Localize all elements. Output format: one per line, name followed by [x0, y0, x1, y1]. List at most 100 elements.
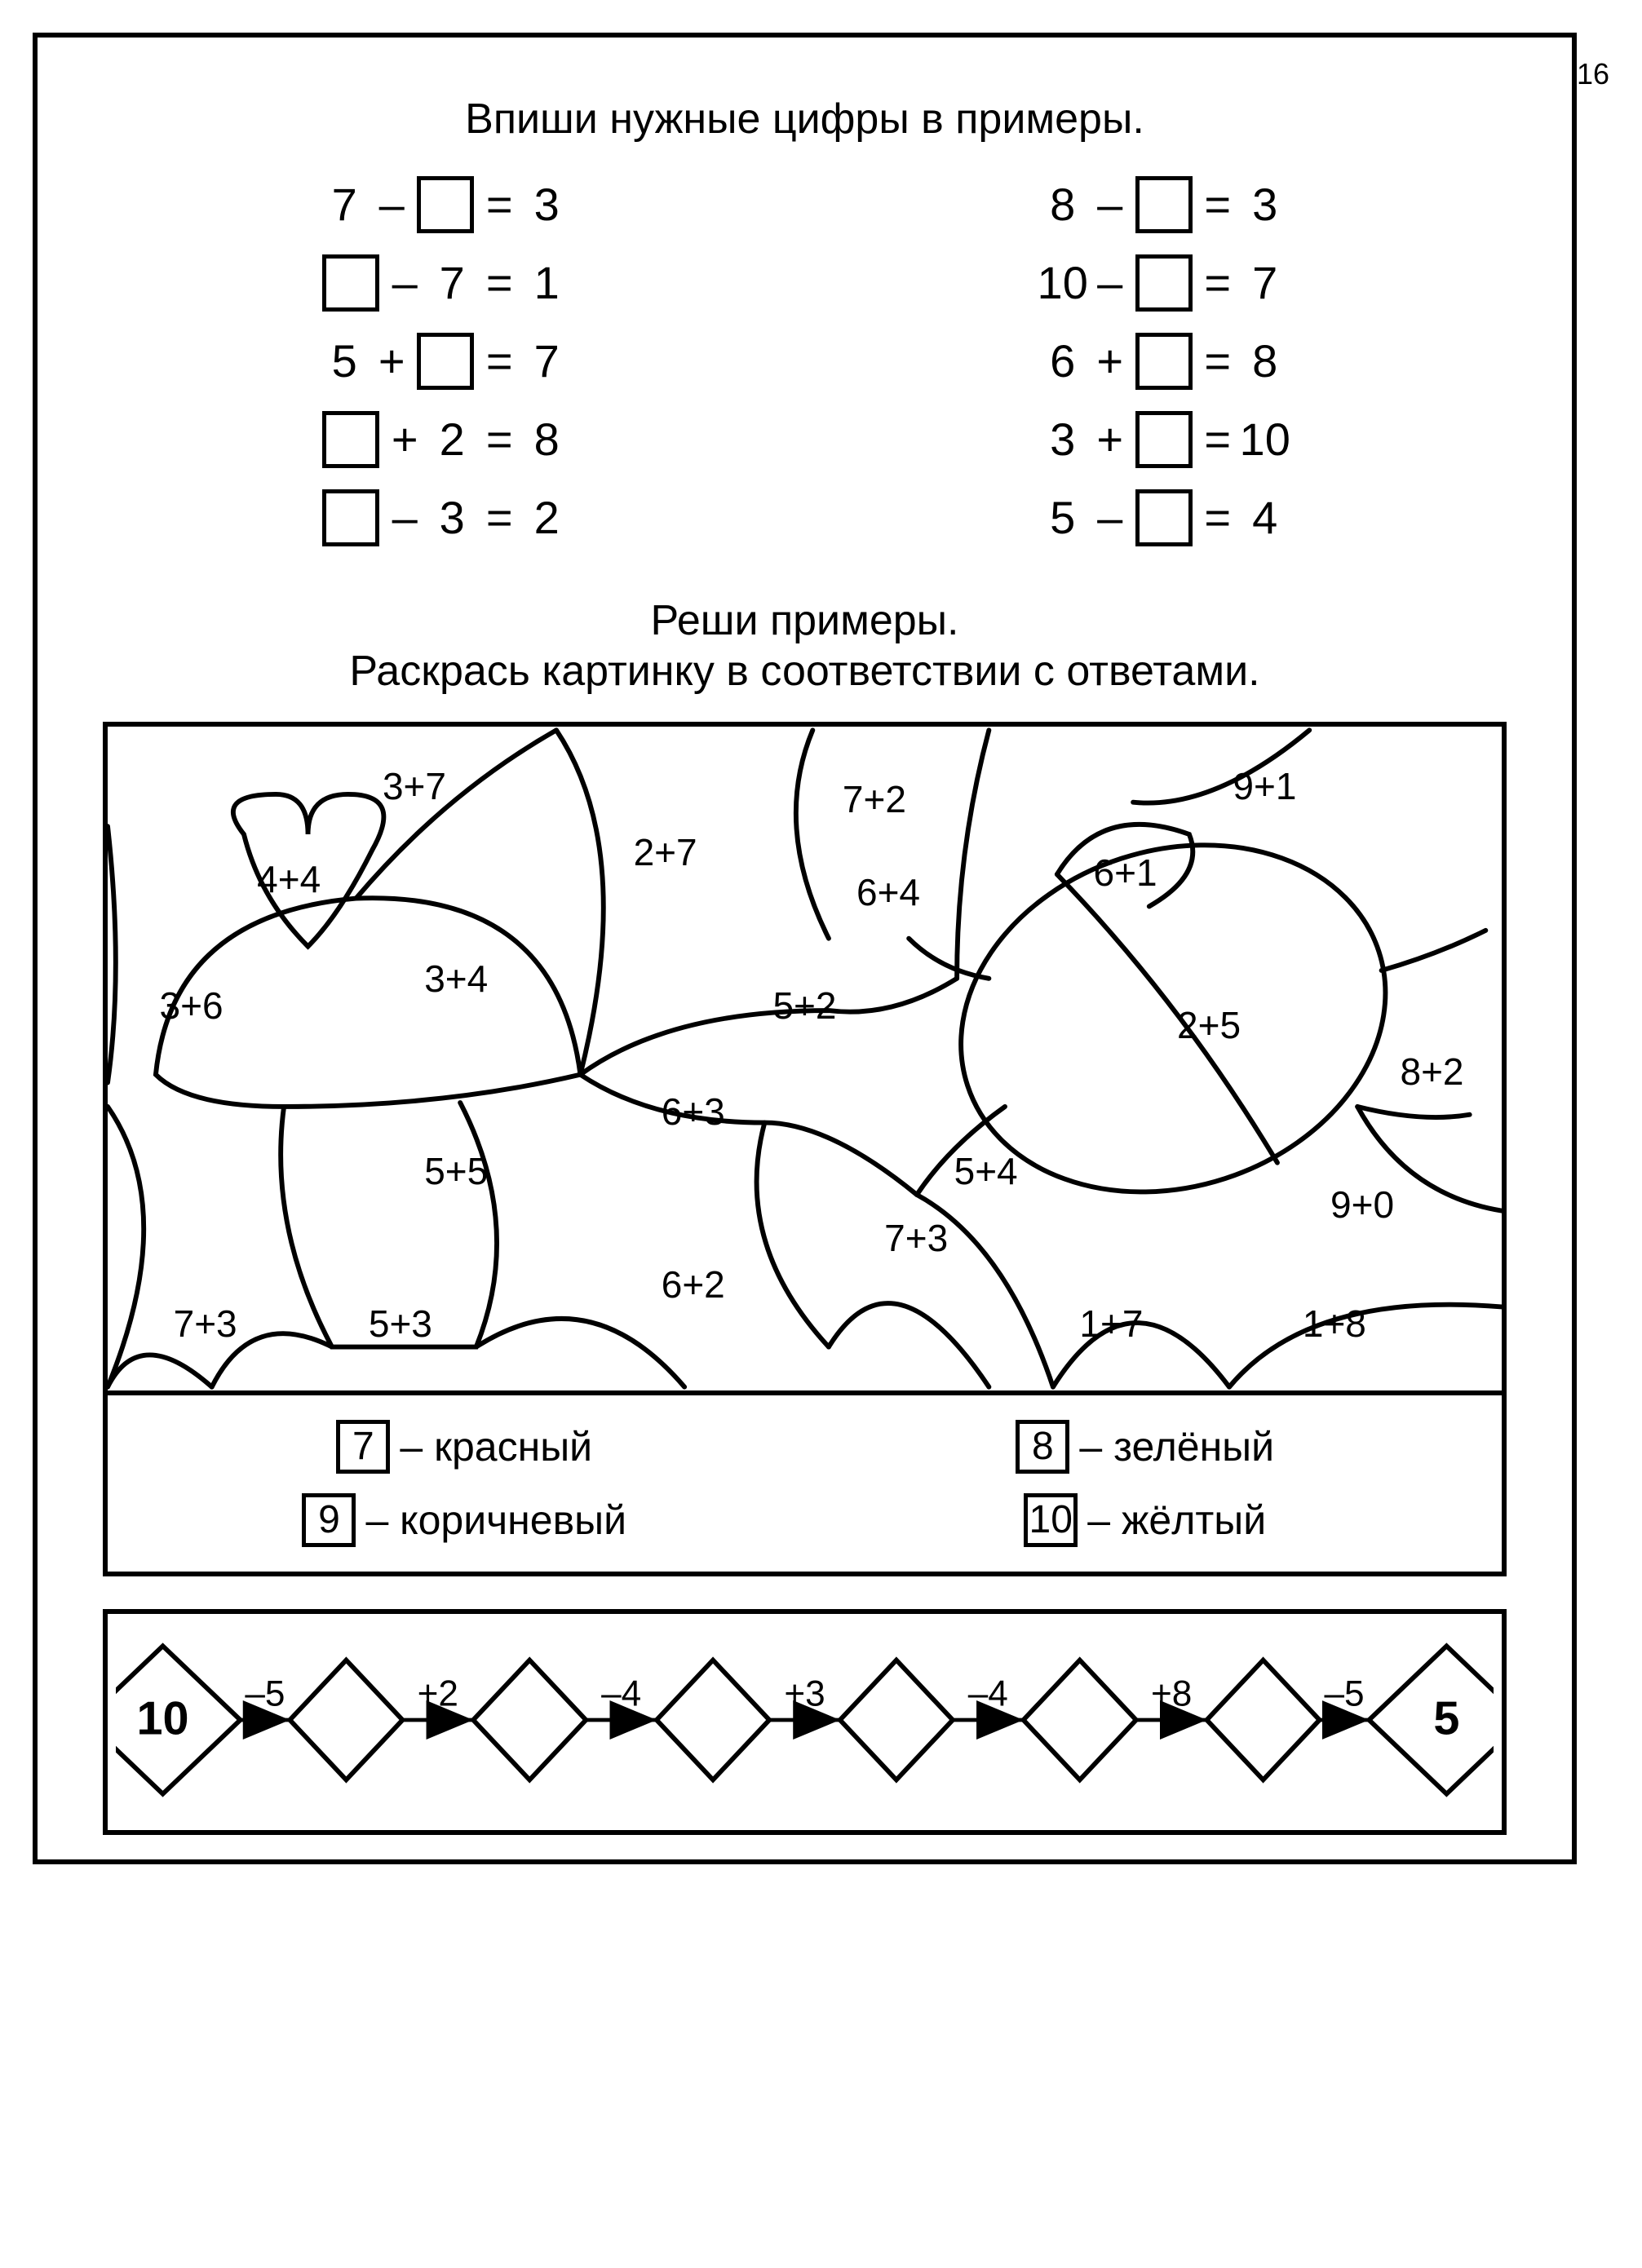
- chain-diamond[interactable]: [1024, 1660, 1136, 1779]
- equation-row: 3+=10: [1036, 411, 1292, 468]
- equation-column: 8–=310–=76+=83+=105–=4: [1036, 176, 1292, 546]
- region-expression: 2+7: [634, 830, 697, 874]
- equals-sign: =: [479, 338, 520, 384]
- blank-box[interactable]: [1135, 333, 1193, 390]
- equals-sign: =: [479, 260, 520, 306]
- region-expression: 9+1: [1233, 764, 1296, 808]
- number: 7: [520, 338, 573, 384]
- blank-box[interactable]: [417, 333, 474, 390]
- color-by-number-picture: 3+74+42+77+29+16+46+13+63+45+22+58+26+35…: [108, 727, 1502, 1395]
- region-expression: 6+4: [856, 870, 920, 914]
- chain-operation: +3: [784, 1674, 825, 1714]
- number: 3: [1238, 182, 1292, 228]
- blank-box[interactable]: [417, 176, 474, 233]
- equation-row: 7– =3: [317, 176, 573, 233]
- chain-diamond[interactable]: [657, 1660, 769, 1779]
- region-expression: 3+4: [424, 957, 488, 1001]
- number: 5: [317, 338, 371, 384]
- color-legend: 7 – красный 8 – зелёный 9 – коричневый 10 –…: [108, 1395, 1502, 1572]
- number: 6: [1036, 338, 1090, 384]
- chain-operation: –4: [968, 1674, 1008, 1714]
- fill-in-equations: 7–=3–7=15+=7+2=8–3=28–=310–=76+=83+=105–…: [86, 176, 1523, 546]
- section2-title: Реши примеры. Раскрась картинку в соотве…: [86, 595, 1523, 697]
- region-expression: 9+0: [1330, 1183, 1394, 1227]
- equation-row: –3=2: [317, 489, 573, 546]
- operator: +: [371, 338, 412, 384]
- number: 3: [1036, 417, 1090, 462]
- region-expression: 5+2: [772, 984, 836, 1028]
- equation-row: +2=8: [317, 411, 573, 468]
- number: 8: [1036, 182, 1090, 228]
- operator: –: [384, 495, 425, 541]
- section2-title-line1: Реши примеры.: [650, 597, 958, 644]
- chain-operation: –4: [601, 1674, 641, 1714]
- blank-box[interactable]: [1135, 489, 1193, 546]
- operator: –: [1090, 260, 1131, 306]
- region-expression: 8+2: [1400, 1050, 1463, 1094]
- legend-color-name: – зелёный: [1079, 1423, 1274, 1470]
- number: 1: [520, 260, 573, 306]
- legend-number-box: 10: [1024, 1493, 1078, 1547]
- equals-sign: =: [1197, 338, 1238, 384]
- operator: –: [384, 260, 425, 306]
- number: 2: [425, 417, 479, 462]
- region-expression: 6+3: [662, 1090, 725, 1134]
- region-expression: 4+4: [257, 857, 321, 901]
- region-expression: 7+3: [174, 1302, 237, 1346]
- equation-row: 5+ =7: [317, 333, 573, 390]
- legend-item: 7 – красный: [140, 1420, 788, 1474]
- chain-diamond: [1369, 1646, 1494, 1793]
- equals-sign: =: [479, 182, 520, 228]
- page-number: 16: [1577, 57, 1609, 1864]
- region-expression: 1+7: [1079, 1302, 1143, 1346]
- region-expression: 3+7: [383, 764, 446, 808]
- region-expression: 6+2: [662, 1262, 725, 1306]
- chain-operation: –5: [1324, 1674, 1364, 1714]
- legend-color-name: – жёлтый: [1087, 1497, 1266, 1544]
- equation-row: 8–=3: [1036, 176, 1292, 233]
- number: 5: [1036, 495, 1090, 541]
- number: 10: [1036, 260, 1090, 306]
- operator: –: [371, 182, 412, 228]
- chain-diamond[interactable]: [840, 1660, 953, 1779]
- blank-box[interactable]: [322, 254, 379, 312]
- equals-sign: =: [1197, 260, 1238, 306]
- legend-color-name: – красный: [400, 1423, 592, 1470]
- chain-diamond[interactable]: [473, 1660, 586, 1779]
- legend-color-name: – коричневый: [365, 1497, 626, 1544]
- chain-operation: +8: [1151, 1674, 1192, 1714]
- blank-box[interactable]: [322, 489, 379, 546]
- number: 8: [520, 417, 573, 462]
- legend-number-box: 8: [1016, 1420, 1069, 1474]
- section2-title-line2: Раскрась картинку в соответствии с ответ…: [349, 648, 1259, 695]
- section1-title: Впиши нужные цифры в примеры.: [86, 95, 1523, 144]
- region-expression: 1+8: [1303, 1302, 1366, 1346]
- number: 7: [317, 182, 371, 228]
- operator: +: [1090, 338, 1131, 384]
- legend-item: 10 – жёлтый: [821, 1493, 1468, 1547]
- number-chain: 105–5+2–4+3–4+8–5: [116, 1630, 1494, 1810]
- blank-box[interactable]: [1135, 411, 1193, 468]
- chain-operation: +2: [418, 1674, 458, 1714]
- number: 3: [520, 182, 573, 228]
- blank-box[interactable]: [322, 411, 379, 468]
- region-expression: 7+3: [884, 1216, 948, 1260]
- equals-sign: =: [479, 495, 520, 541]
- blank-box[interactable]: [1135, 254, 1193, 312]
- operator: +: [1090, 417, 1131, 462]
- blank-box[interactable]: [1135, 176, 1193, 233]
- region-expression: 3+6: [160, 984, 224, 1028]
- legend-item: 9 – коричневый: [140, 1493, 788, 1547]
- chain-value: 5: [1433, 1692, 1459, 1744]
- operator: –: [1090, 495, 1131, 541]
- equals-sign: =: [1197, 182, 1238, 228]
- region-expression: 2+5: [1177, 1003, 1241, 1047]
- chain-diamond[interactable]: [1206, 1660, 1319, 1779]
- equation-column: 7–=3–7=15+=7+2=8–3=2: [317, 176, 573, 546]
- equation-row: –7=1: [317, 254, 573, 312]
- chain-diamond[interactable]: [290, 1660, 402, 1779]
- worksheet-page: Впиши нужные цифры в примеры. 7–=3–7=15+…: [33, 33, 1577, 1864]
- equals-sign: =: [1197, 417, 1238, 462]
- number: 3: [425, 495, 479, 541]
- color-by-number-frame: 3+74+42+77+29+16+46+13+63+45+22+58+26+35…: [103, 722, 1507, 1576]
